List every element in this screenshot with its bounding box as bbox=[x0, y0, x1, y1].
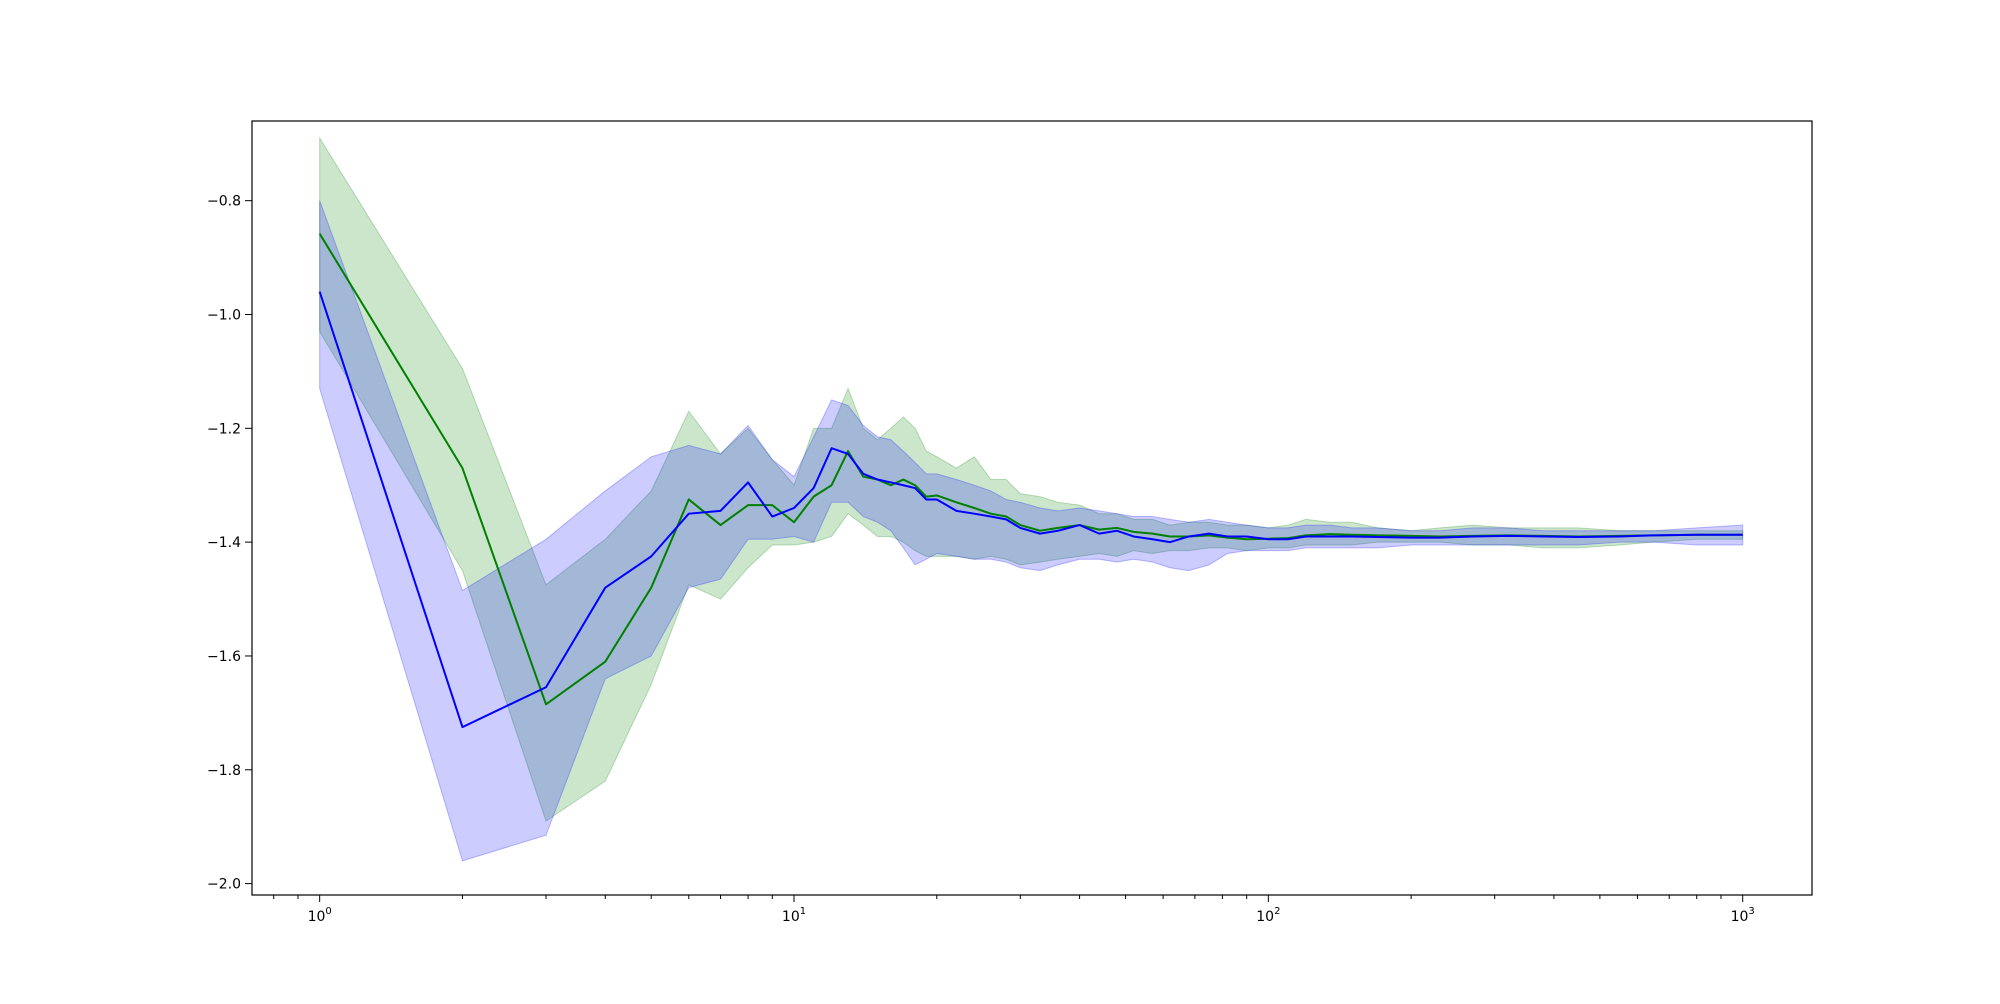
x-tick-label: 100 bbox=[308, 906, 332, 925]
y-tick-label: −0.8 bbox=[207, 194, 241, 210]
y-tick-label: −1.4 bbox=[207, 535, 241, 551]
x-tick-label: 101 bbox=[782, 906, 806, 925]
x-tick-label: 103 bbox=[1731, 906, 1755, 925]
series-lines bbox=[318, 233, 1743, 729]
series-1-line bbox=[318, 233, 1743, 706]
y-tick-label: −1.6 bbox=[207, 649, 241, 665]
y-axis: −0.8 −1.0 −1.2 −1.4 −1.6 −1.8 −2.0 bbox=[207, 194, 252, 893]
plot-frame bbox=[251, 120, 1813, 896]
y-tick-label: −2.0 bbox=[207, 877, 241, 893]
x-axis: 100 101 102 103 bbox=[273, 895, 1755, 925]
series-2-line bbox=[318, 291, 1743, 729]
y-tick-label: −1.8 bbox=[207, 763, 241, 779]
y-tick-label: −1.0 bbox=[207, 308, 241, 324]
x-tick-label: 102 bbox=[1256, 906, 1280, 925]
series-1-band bbox=[319, 136, 1744, 822]
y-tick-label: −1.2 bbox=[207, 421, 241, 437]
